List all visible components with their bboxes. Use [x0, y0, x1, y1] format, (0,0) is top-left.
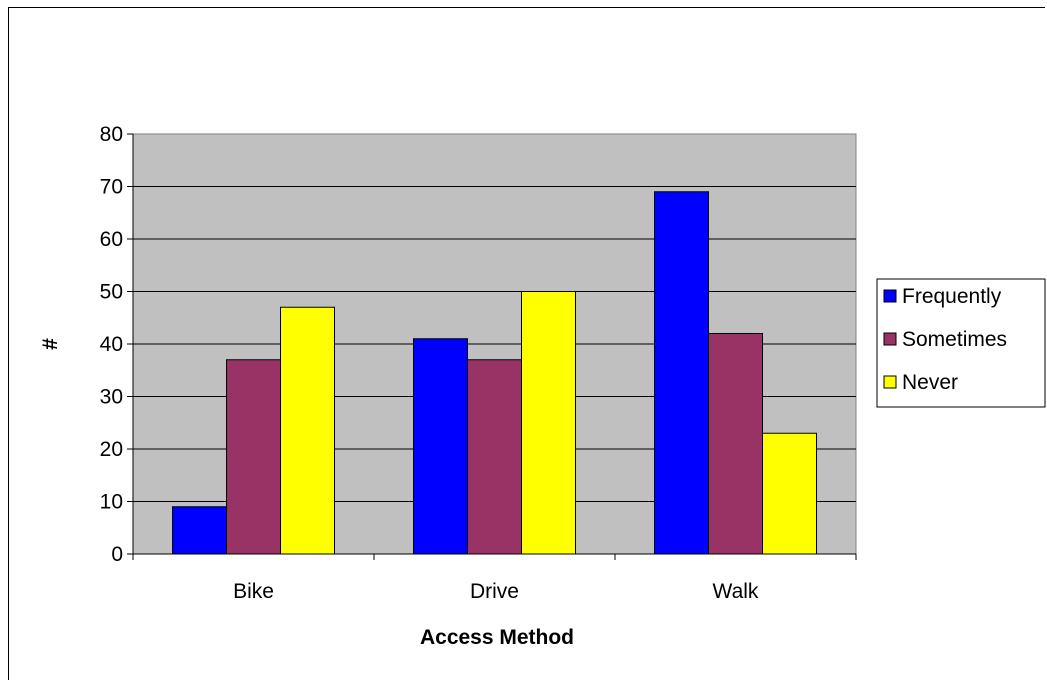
y-tick-label: 50	[100, 281, 123, 304]
legend-label: Frequently	[902, 285, 1002, 308]
legend: Frequently Sometimes Never	[876, 278, 1046, 408]
y-tick-labels: 0 10 20 30 40 50 60 70 80	[100, 123, 123, 566]
legend-label: Never	[902, 371, 958, 394]
bar	[226, 359, 281, 555]
axes	[127, 133, 857, 560]
bar	[413, 338, 468, 555]
x-tick-label: Bike	[233, 580, 274, 603]
y-tick-label: 80	[100, 123, 123, 146]
y-axis-title: #	[39, 338, 62, 350]
y-tick-label: 70	[100, 176, 123, 199]
bar	[708, 333, 763, 555]
bars	[172, 191, 817, 555]
y-tick-label: 40	[100, 333, 123, 356]
x-tick-labels: Bike Drive Walk	[233, 580, 759, 603]
legend-items: Frequently Sometimes Never	[883, 285, 1007, 394]
legend-swatch	[883, 332, 897, 346]
legend-swatch	[883, 375, 897, 389]
legend-label: Sometimes	[902, 328, 1007, 351]
x-tick-label: Walk	[713, 580, 759, 603]
legend-swatch	[883, 289, 897, 303]
y-tick-label: 60	[100, 228, 123, 251]
x-axis-title: Access Method	[420, 626, 574, 649]
bar	[762, 432, 817, 555]
y-tick-label: 0	[111, 543, 123, 566]
bar	[467, 359, 522, 555]
chart-frame	[8, 7, 1045, 680]
y-tick-label: 10	[100, 491, 123, 514]
bar	[172, 506, 227, 555]
y-tick-label: 30	[100, 386, 123, 409]
legend-box	[876, 278, 1046, 408]
bar	[654, 191, 709, 555]
bar	[280, 306, 335, 555]
y-tick-label: 20	[100, 438, 123, 461]
x-tick-label: Drive	[470, 580, 519, 603]
bar	[521, 291, 576, 555]
